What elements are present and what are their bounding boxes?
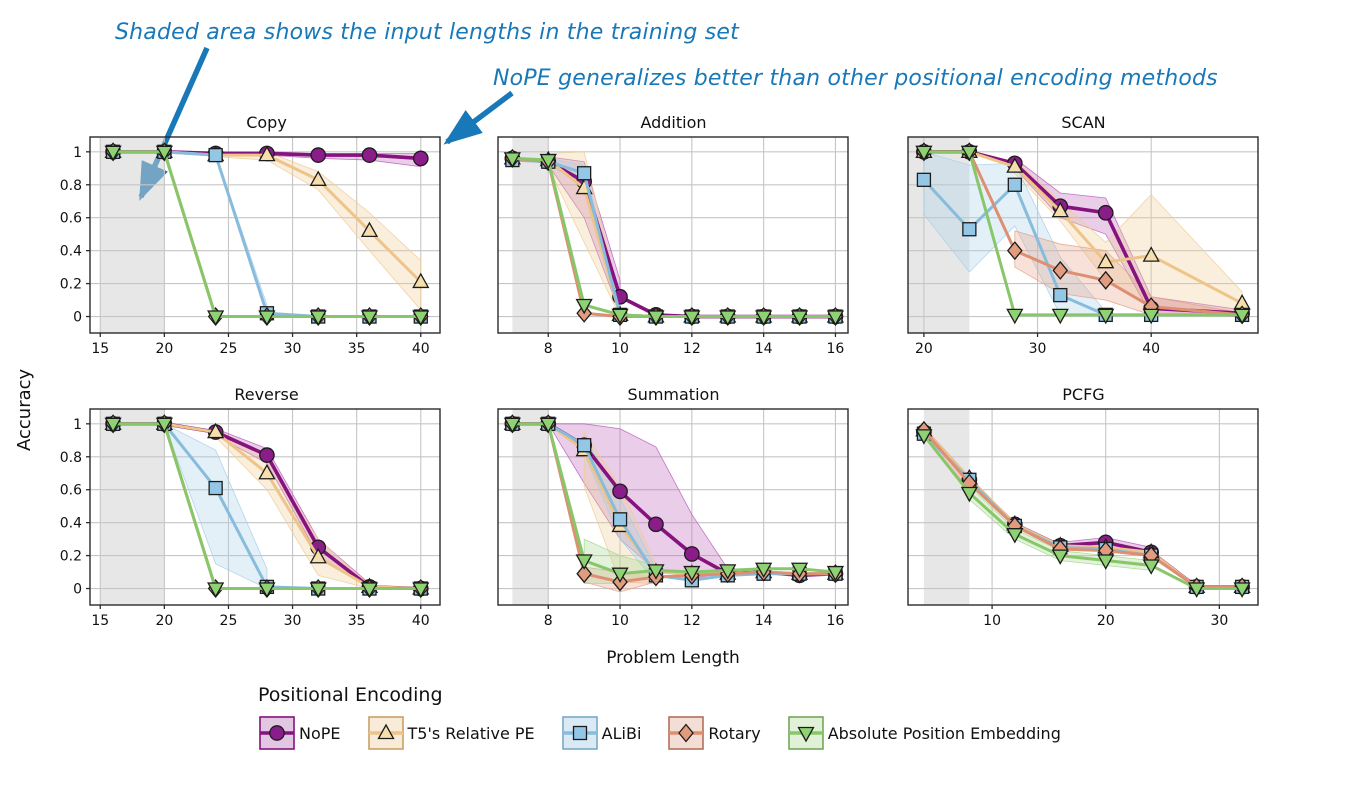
legend-label-t5: T5's Relative PE xyxy=(407,723,535,743)
svg-text:12: 12 xyxy=(683,341,701,357)
x-axis-label: Problem Length xyxy=(606,648,740,668)
annotation-training-set-note: Shaded area shows the input lengths in t… xyxy=(115,20,739,45)
svg-text:0.4: 0.4 xyxy=(60,516,82,532)
svg-text:0.2: 0.2 xyxy=(60,277,82,293)
svg-text:20: 20 xyxy=(915,341,933,357)
svg-text:8: 8 xyxy=(544,613,553,629)
svg-text:1: 1 xyxy=(73,417,82,433)
svg-text:25: 25 xyxy=(220,341,238,357)
chart-title: Summation xyxy=(627,385,720,404)
legend-label-nope: NoPE xyxy=(299,723,341,743)
svg-text:10: 10 xyxy=(611,341,629,357)
legend: Positional Encoding NoPE T5's Relative PE… xyxy=(258,684,1061,751)
legend-label-alibi: ALiBi xyxy=(601,723,642,743)
svg-text:35: 35 xyxy=(348,613,366,629)
svg-text:8: 8 xyxy=(544,341,553,357)
chart-canvas-reverse: 15 20 25 30 35 40 0 0.2 0.4 0.6 0.8 1 xyxy=(60,408,441,629)
svg-text:25: 25 xyxy=(220,613,238,629)
chart-addition: Addition 8 10 12 14 16 xyxy=(496,112,851,366)
legend-swatch-rotary xyxy=(668,716,705,750)
legend-item-ape: Absolute Position Embedding xyxy=(787,715,1061,751)
chart-title: Copy xyxy=(246,113,287,132)
chart-canvas-summation: 8 10 12 14 16 xyxy=(497,408,849,629)
svg-text:14: 14 xyxy=(755,613,773,629)
chart-reverse: Reverse 15 20 25 30 35 40 0 0.2 0.4 0.6 0.8 1 xyxy=(50,384,443,638)
chart-pcfg: PCFG 10 20 30 xyxy=(906,384,1261,638)
svg-text:15: 15 xyxy=(91,613,109,629)
svg-text:30: 30 xyxy=(284,341,302,357)
legend-swatch-t5 xyxy=(367,716,404,750)
legend-item-t5: T5's Relative PE xyxy=(367,715,535,751)
legend-item-alibi: ALiBi xyxy=(561,715,642,751)
svg-text:10: 10 xyxy=(611,613,629,629)
svg-text:15: 15 xyxy=(91,341,109,357)
legend-item-nope: NoPE xyxy=(258,715,341,751)
chart-copy: Copy 15 20 25 30 35 40 0 0.2 0.4 0.6 0.8 1 xyxy=(50,112,443,366)
svg-text:14: 14 xyxy=(755,341,773,357)
svg-text:20: 20 xyxy=(155,341,173,357)
svg-text:12: 12 xyxy=(683,613,701,629)
y-axis-label: Accuracy xyxy=(14,368,35,452)
svg-text:40: 40 xyxy=(1142,341,1160,357)
chart-title: SCAN xyxy=(1061,113,1106,132)
chart-canvas-copy: 15 20 25 30 35 40 0 0.2 0.4 0.6 0.8 1 xyxy=(60,136,441,357)
svg-text:0.4: 0.4 xyxy=(60,244,82,260)
chart-title: Reverse xyxy=(234,385,299,404)
svg-text:35: 35 xyxy=(348,341,366,357)
svg-text:0.8: 0.8 xyxy=(60,178,82,194)
svg-text:0: 0 xyxy=(73,582,82,598)
svg-text:0.2: 0.2 xyxy=(60,549,82,565)
svg-text:20: 20 xyxy=(1097,613,1115,629)
svg-text:30: 30 xyxy=(284,613,302,629)
svg-text:40: 40 xyxy=(412,613,430,629)
svg-text:16: 16 xyxy=(827,341,845,357)
chart-title: Addition xyxy=(640,113,707,132)
svg-text:30: 30 xyxy=(1210,613,1228,629)
svg-text:0.6: 0.6 xyxy=(60,483,82,499)
legend-swatch-alibi xyxy=(561,716,598,750)
legend-title: Positional Encoding xyxy=(258,684,443,706)
legend-items: NoPE T5's Relative PE ALiBi Rotary Absolute … xyxy=(258,715,1061,751)
svg-text:16: 16 xyxy=(827,613,845,629)
chart-canvas-scan: 20 30 40 xyxy=(907,136,1259,357)
svg-text:30: 30 xyxy=(1029,341,1047,357)
svg-text:20: 20 xyxy=(155,613,173,629)
svg-text:0.6: 0.6 xyxy=(60,211,82,227)
legend-item-rotary: Rotary xyxy=(667,715,761,751)
chart-canvas-pcfg: 10 20 30 xyxy=(907,408,1259,629)
chart-summation: Summation 8 10 12 14 16 xyxy=(496,384,851,638)
chart-canvas-addition: 8 10 12 14 16 xyxy=(497,136,849,357)
svg-text:0.8: 0.8 xyxy=(60,450,82,466)
legend-label-ape: Absolute Position Embedding xyxy=(827,723,1061,743)
svg-text:1: 1 xyxy=(73,145,82,161)
svg-text:0: 0 xyxy=(73,310,82,326)
legend-swatch-ape xyxy=(787,716,824,750)
chart-scan: SCAN 20 30 40 xyxy=(906,112,1261,366)
svg-text:10: 10 xyxy=(983,613,1001,629)
svg-text:40: 40 xyxy=(412,341,430,357)
annotation-nope-note: NoPE generalizes better than other posit… xyxy=(493,66,1218,91)
legend-swatch-nope xyxy=(259,716,295,750)
legend-label-rotary: Rotary xyxy=(708,723,761,743)
chart-title: PCFG xyxy=(1062,385,1105,404)
